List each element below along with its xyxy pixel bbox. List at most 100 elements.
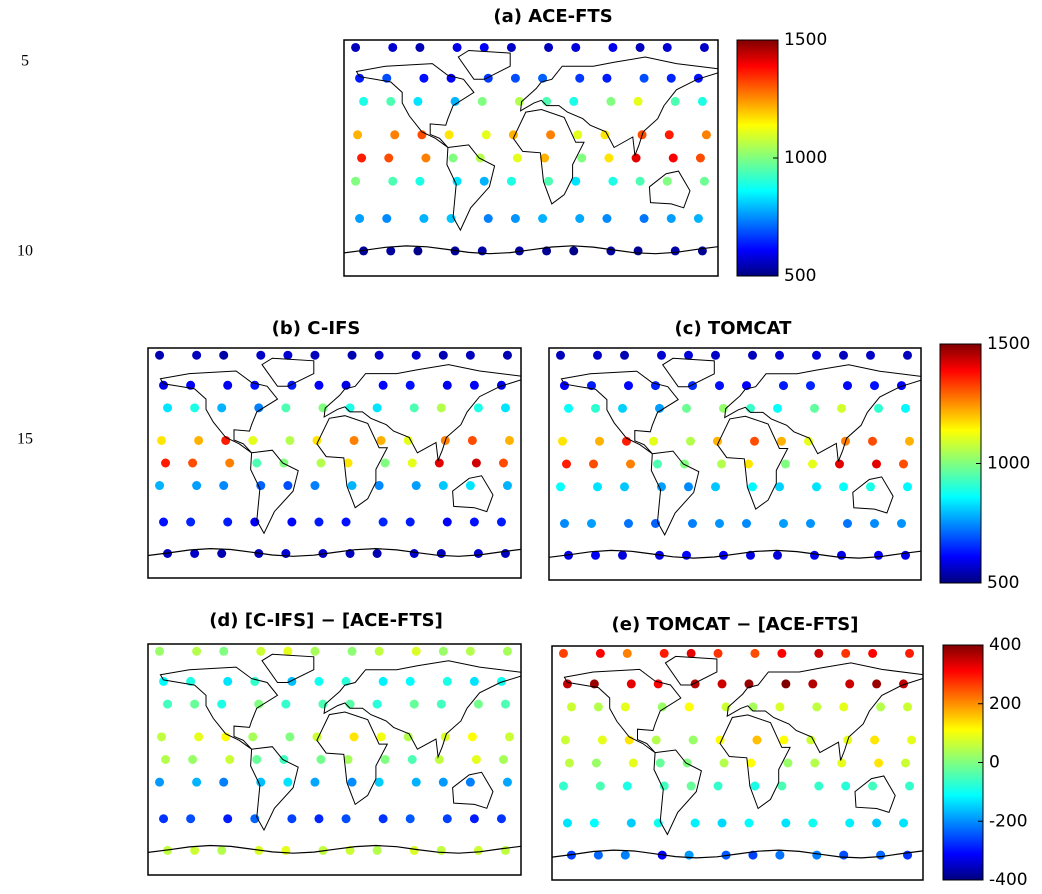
data-dot	[684, 350, 693, 360]
colorbar-label: 1000	[987, 454, 1030, 474]
data-dot	[380, 458, 390, 468]
data-dot	[285, 435, 295, 445]
data-dot	[777, 436, 786, 446]
data-dot	[544, 42, 554, 52]
data-dot	[870, 735, 880, 745]
data-dot	[752, 735, 762, 745]
data-dot	[223, 676, 233, 686]
data-dot	[812, 850, 822, 860]
data-dot	[600, 130, 610, 140]
data-dot	[558, 648, 568, 658]
data-dot	[742, 519, 751, 528]
data-dot	[624, 519, 633, 528]
data-dot	[500, 845, 510, 855]
data-dot	[746, 403, 755, 413]
data-dot	[686, 648, 696, 658]
data-dot	[217, 845, 227, 855]
data-dot	[808, 818, 818, 828]
data-dot	[558, 436, 567, 446]
data-dot	[248, 732, 258, 742]
data-dot	[777, 648, 787, 658]
data-dot	[635, 42, 645, 52]
data-dot	[748, 850, 758, 860]
data-dot	[316, 458, 326, 468]
data-dot	[378, 814, 388, 824]
line-number: 10	[17, 243, 33, 260]
coastline	[724, 364, 921, 462]
data-dot	[591, 758, 601, 768]
data-dot	[502, 777, 512, 787]
data-dot	[409, 549, 419, 558]
panel-title: (b) C-IFS	[272, 318, 361, 339]
data-dot	[157, 435, 167, 445]
data-dot	[287, 517, 297, 527]
data-dot	[403, 732, 413, 742]
data-dot	[868, 648, 878, 658]
data-dot	[899, 459, 908, 469]
data-dot	[161, 755, 171, 764]
data-dot	[473, 403, 483, 413]
coastline	[560, 370, 679, 455]
data-dot	[593, 482, 602, 492]
coastline	[323, 660, 521, 759]
data-dot	[163, 403, 173, 413]
data-dot	[781, 459, 790, 469]
data-dot	[542, 96, 552, 106]
data-dot	[483, 73, 493, 83]
data-dot	[633, 246, 643, 256]
data-dot	[345, 699, 355, 709]
data-dot	[608, 176, 618, 186]
map-frame	[548, 347, 922, 581]
data-dot	[812, 702, 822, 712]
data-dot	[717, 459, 726, 469]
coastline	[648, 170, 691, 209]
data-dot	[699, 42, 709, 52]
data-dot	[841, 781, 851, 791]
coastline	[355, 63, 475, 148]
data-dot	[192, 777, 202, 787]
coastline	[457, 49, 511, 80]
data-dot	[256, 350, 266, 360]
data-dot	[662, 42, 672, 52]
data-dot	[372, 699, 382, 709]
data-dot	[155, 350, 165, 360]
data-dot	[693, 73, 703, 83]
data-dot	[814, 781, 824, 791]
data-dot	[606, 246, 616, 256]
data-dot	[510, 73, 520, 83]
data-dot	[748, 702, 758, 712]
colorbar	[736, 39, 779, 277]
data-dot	[690, 818, 700, 828]
data-dot	[670, 96, 680, 106]
data-dot	[382, 214, 392, 223]
data-dot	[806, 519, 815, 528]
data-dot	[775, 482, 784, 492]
line-number: 5	[21, 53, 29, 70]
data-dot	[390, 130, 400, 140]
data-dot	[347, 777, 357, 787]
coastline	[661, 357, 715, 388]
data-dot	[310, 646, 320, 656]
data-dot	[682, 403, 691, 413]
data-dot	[688, 519, 697, 528]
data-dot	[405, 380, 415, 390]
data-dot	[219, 777, 229, 787]
data-dot	[633, 96, 643, 106]
data-dot	[372, 549, 382, 558]
data-dot	[657, 702, 667, 712]
data-dot	[713, 781, 723, 791]
data-dot	[310, 481, 320, 491]
data-dot	[159, 676, 169, 686]
data-dot	[781, 679, 791, 689]
data-dot	[626, 679, 636, 689]
data-dot	[744, 818, 754, 828]
data-dot	[157, 732, 167, 742]
data-dot	[500, 549, 510, 558]
data-dot	[248, 435, 258, 445]
data-dot	[496, 676, 506, 686]
data-dot	[219, 350, 229, 360]
data-dot	[409, 403, 419, 413]
data-dot	[573, 130, 583, 140]
map-layer	[344, 42, 718, 256]
